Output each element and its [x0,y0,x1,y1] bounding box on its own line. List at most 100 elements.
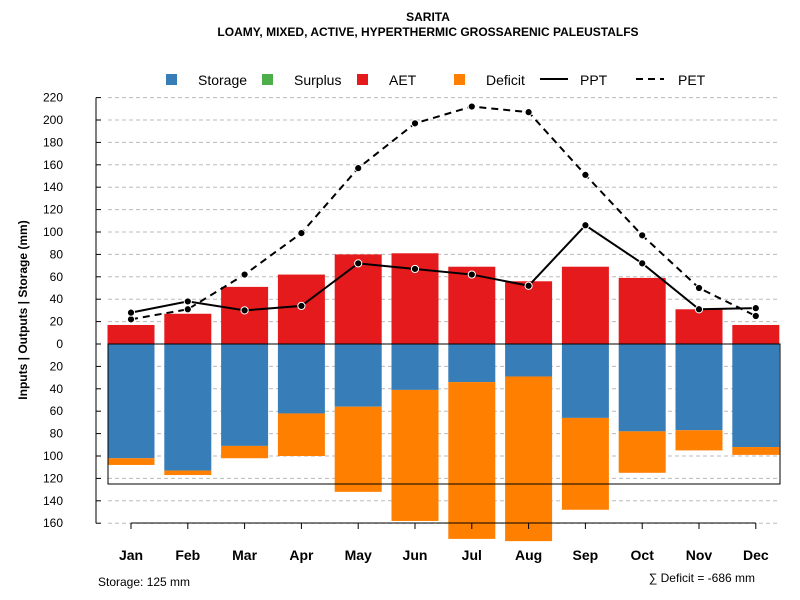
bar-deficit [505,376,553,542]
point-ppt [467,270,476,279]
line-pet [130,105,757,321]
bar-storage [277,344,325,414]
storage-capacity-box [107,343,781,485]
y-tick-label: 80 [50,427,64,441]
y-tick-label: 60 [50,270,64,284]
grid-lines [108,97,780,524]
x-tick-label: Jun [403,547,428,563]
point-pet [354,164,363,173]
y-tick-label: 40 [50,292,64,306]
point-pet [524,108,533,117]
y-tick-label: 120 [43,203,63,217]
x-tick-label: May [345,547,372,563]
y-tick-label: 160 [43,158,63,172]
bar-aet [675,309,723,344]
bar-deficit [221,445,269,459]
legend-label-aet: AET [389,72,417,88]
point-pet [240,270,249,279]
y-tick-label: 160 [43,516,63,530]
deficit-note: ∑ Deficit = -686 mm [649,571,755,585]
bar-aet [505,281,553,344]
x-tick-label: Jan [119,547,143,563]
point-ppt [410,264,420,274]
point-ppt [751,304,760,313]
y-tick-label: 0 [56,337,63,351]
point-ppt [126,308,136,317]
y-tick-label: 100 [43,449,63,463]
bar-storage [732,344,780,448]
x-tick-label: Feb [175,547,200,563]
bar-deficit [561,417,609,510]
bar-aet [448,266,496,344]
bar-deficit [277,413,325,456]
y-tick-label: 140 [43,494,63,508]
bar-storage [448,344,496,383]
bar-storage [505,344,553,377]
point-ppt [240,306,249,315]
y-tick-label: 20 [50,359,64,373]
line-ppt [130,223,756,314]
bar-aet [618,277,666,344]
bar-deficit [448,382,496,539]
bar-deficit [334,406,382,492]
y-axis: 0 20 40 60 80 100 120 140 160 180 200 220 20 40 60 80 10… [43,91,101,530]
bar-aet [164,313,212,344]
point-ppt [694,305,704,314]
x-tick-label: Aug [515,547,542,563]
point-pet [183,305,192,314]
bars-group [107,253,780,542]
point-pet [297,229,306,238]
bar-aet [561,266,609,344]
point-pet [467,102,476,111]
point-pet [638,231,647,240]
bar-storage [107,344,155,459]
point-ppt [638,259,647,268]
bar-storage [164,344,212,471]
y-tick-label: 220 [43,91,63,105]
lines-group [126,102,760,324]
bar-storage [391,344,439,390]
y-tick-label: 80 [50,247,64,261]
y-tick-label: 200 [43,113,63,127]
bar-aet [221,286,269,344]
point-ppt [297,301,306,311]
y-tick-label: 120 [43,471,63,485]
bar-aet [107,324,155,344]
legend: Storage Surplus AET Deficit PPT PET [166,72,706,88]
y-tick-label: 40 [50,382,64,396]
x-tick-label: Dec [743,547,769,563]
bar-storage [221,344,269,446]
bar-deficit [675,430,723,451]
y-tick-label: 100 [43,225,63,239]
bar-deficit [732,447,780,455]
legend-swatch-surplus [262,74,273,85]
bar-aet [334,254,382,344]
point-ppt [354,259,363,268]
chart-subtitle: LOAMY, MIXED, ACTIVE, HYPERTHERMIC GROSS… [217,25,638,39]
point-pet [694,283,704,293]
legend-swatch-aet [357,74,368,85]
bar-storage [334,344,382,407]
legend-label-ppt: PPT [580,72,608,88]
point-pet [581,170,590,179]
x-tick-label: Jul [462,547,482,563]
x-tick-label: Mar [232,547,257,563]
legend-swatch-deficit [454,74,465,85]
y-tick-label: 180 [43,135,63,149]
bar-deficit [618,431,666,473]
bar-deficit [107,458,155,465]
point-ppt [524,281,533,290]
legend-swatch-storage [166,74,177,85]
legend-label-surplus: Surplus [294,72,341,88]
point-ppt [183,297,192,306]
bar-aet [732,324,780,344]
legend-label-pet: PET [678,72,706,88]
bar-storage [561,344,609,418]
point-pet [410,119,420,128]
legend-label-deficit: Deficit [486,72,525,88]
y-tick-label: 60 [50,404,64,418]
chart-title: SARITA [406,10,450,24]
point-pet [126,315,136,324]
y-axis-label: Inputs | Outputs | Storage (mm) [16,220,30,399]
